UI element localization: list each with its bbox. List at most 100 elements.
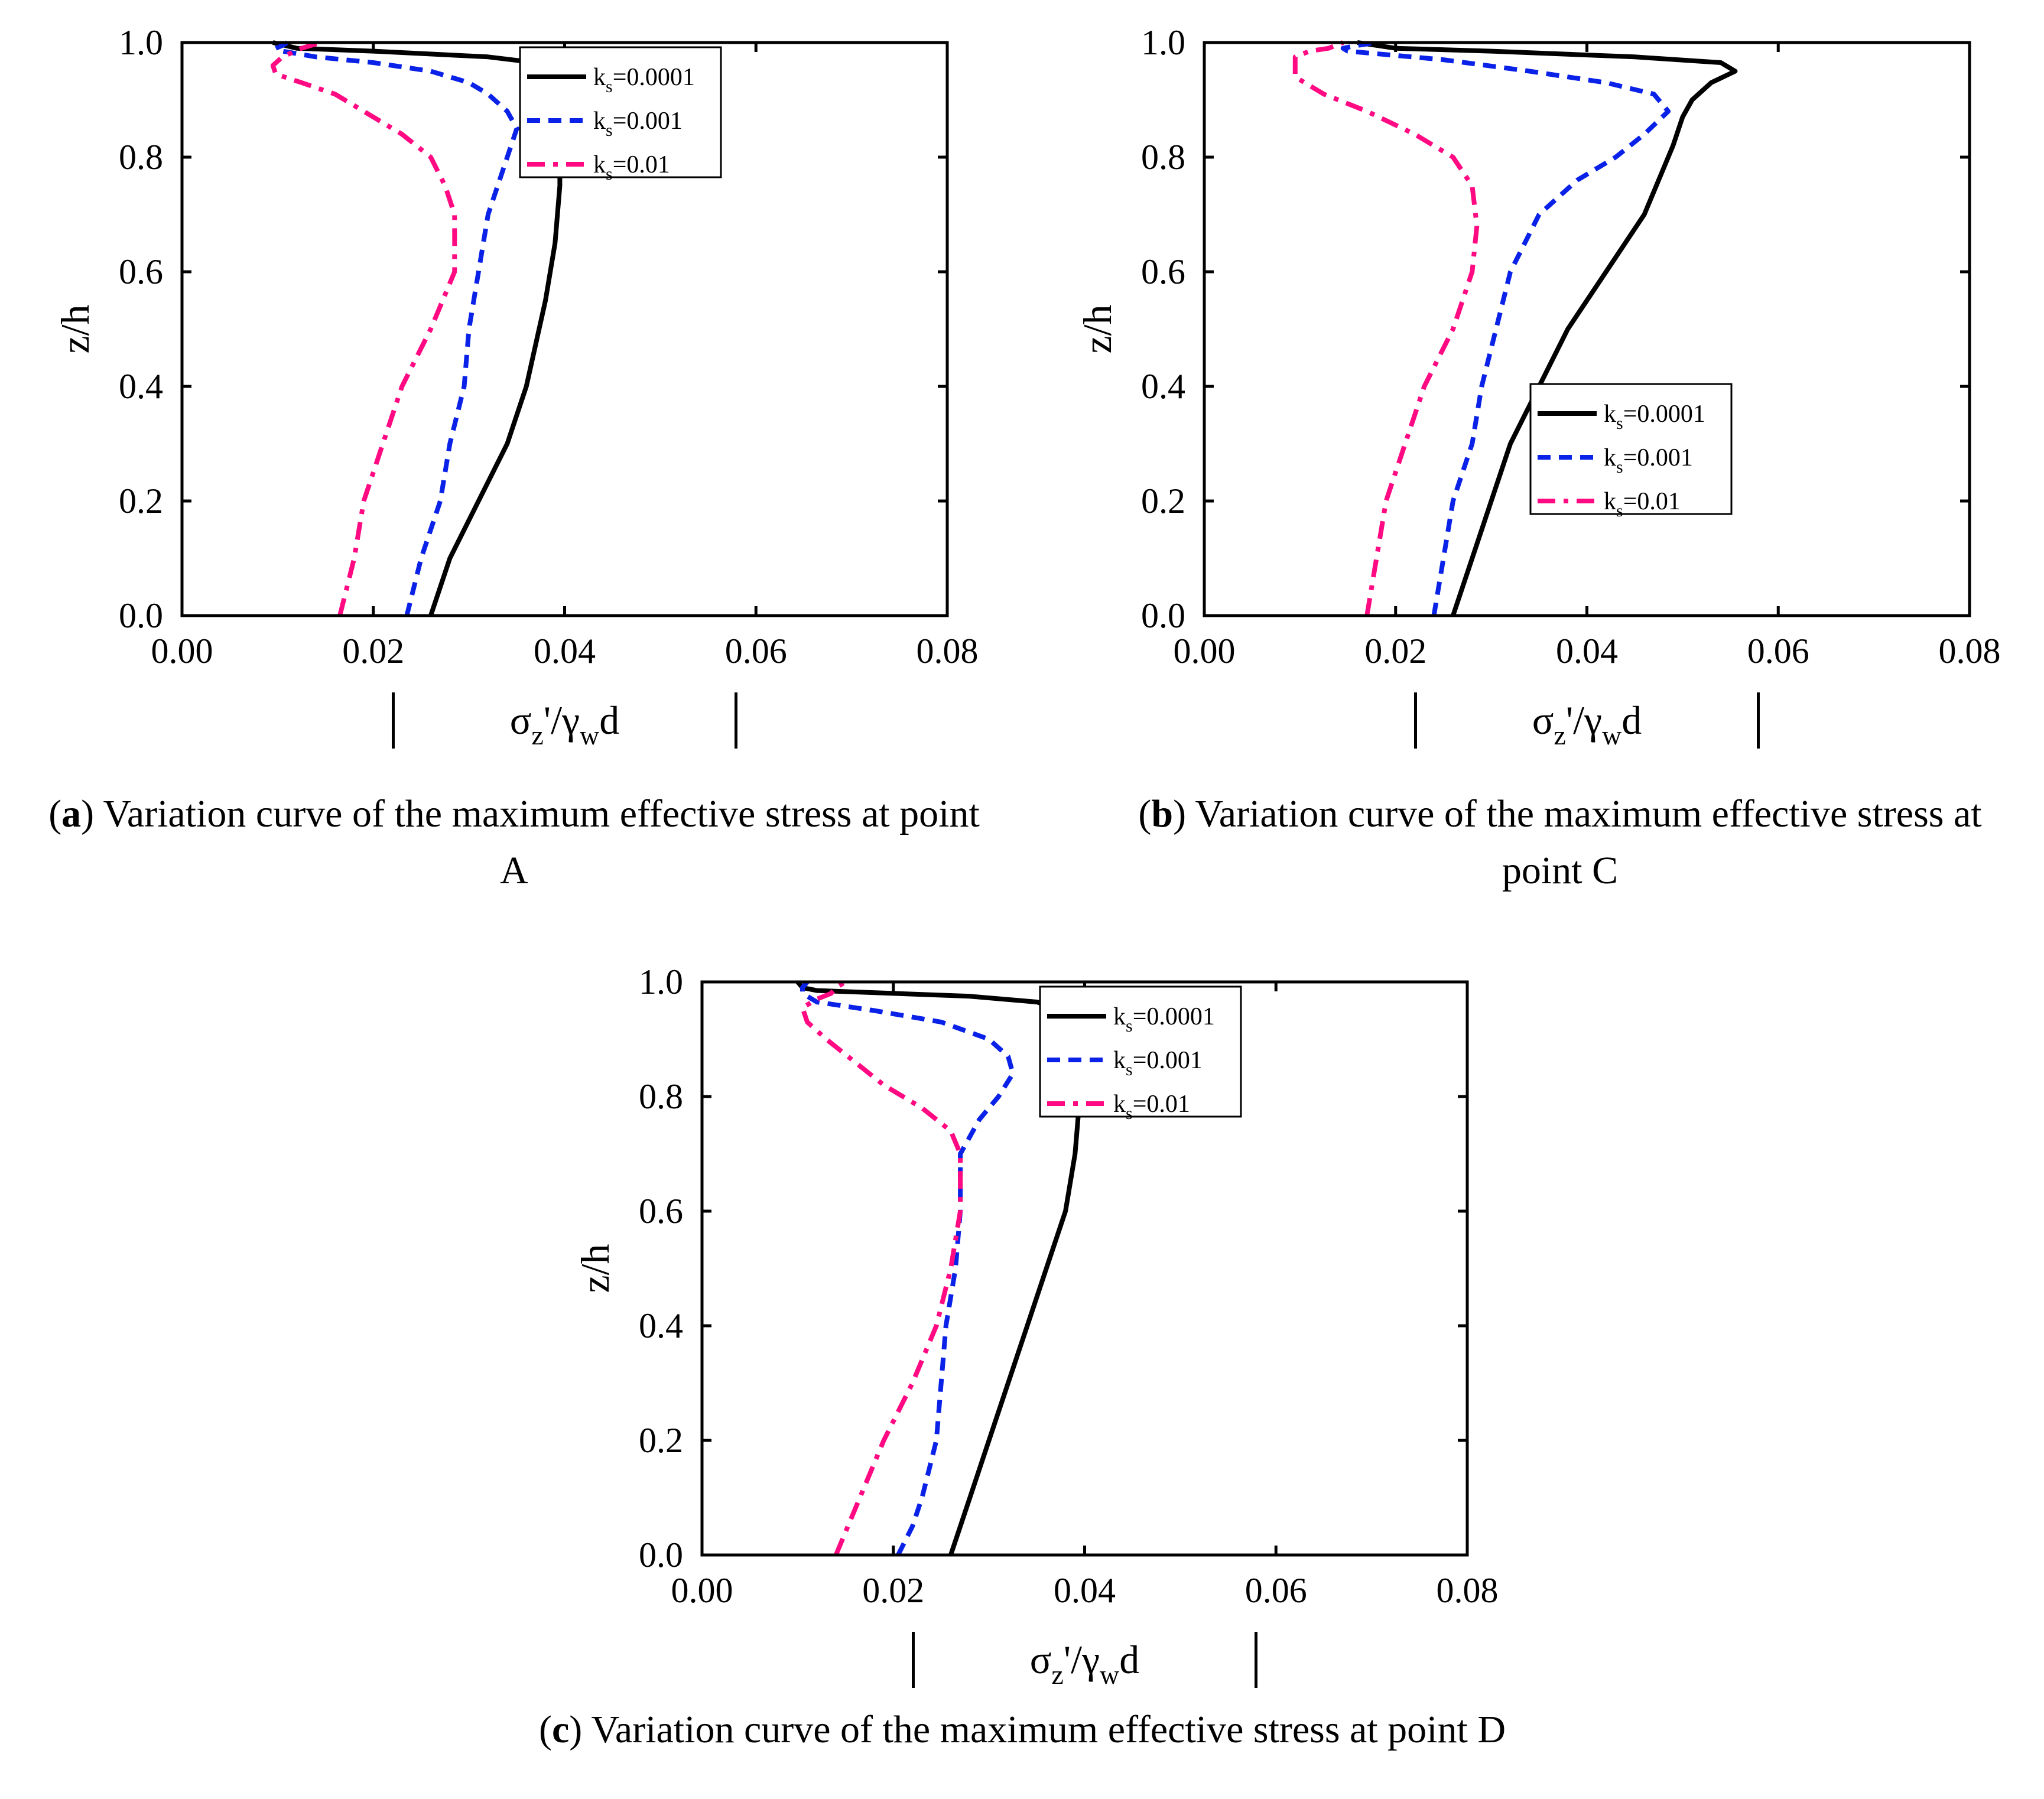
series-line-1 [795,980,1083,1555]
x-tick-label: 0.06 [1245,1571,1307,1610]
legend-value: =0.01 [613,151,670,178]
plot-frame [1203,41,1971,617]
x-tick-label: 0.02 [1364,632,1426,671]
series-line-3 [270,40,457,616]
y-tick-label: 1.0 [119,23,163,62]
legend-subscript: s [606,121,613,140]
y-axis-label: z/h [573,1244,618,1293]
x-tick-label: 0.04 [1054,1571,1116,1610]
y-axis-label: z/h [1075,304,1120,353]
legend-k: k [593,151,606,178]
y-tick-label: 0.2 [1141,482,1185,520]
legend-box [519,46,722,178]
x-label-subscript: w [580,720,600,750]
y-tick-label: 0.4 [639,1306,683,1345]
legend-k: k [1604,488,1616,515]
y-tick-label: 0.6 [119,252,163,291]
y-tick-label: 0.0 [119,596,163,635]
x-label-part: d [1119,1637,1139,1682]
legend-value: =0.001 [1623,444,1693,471]
x-label-part: '/γ [1064,1637,1100,1682]
series-line-3 [800,980,963,1555]
legend-subscript: s [1126,1060,1133,1079]
x-tick-label: 0.08 [917,632,979,671]
legend-label-2: ks=0.001 [1113,1047,1203,1079]
x-axis-label: σz'/γwd [1532,698,1642,750]
x-label-subscript: w [1100,1660,1120,1690]
y-tick-label: 0.6 [1141,252,1185,291]
chart-panel-b: 0.00 0.02 0.04 0.06 0.08 0.0 0.2 0.4 0.6 0.8 1.0 z/… [1075,23,2001,750]
legend-subscript: s [1126,1104,1133,1123]
x-axis-label: σz'/γwd [1030,1637,1140,1690]
series-line-1 [1357,40,1738,616]
legend-label-1: ks=0.0001 [1113,1003,1215,1036]
legend-value: =0.001 [613,108,683,135]
y-tick-label: 0.8 [639,1077,683,1116]
x-tick-label: 0.04 [534,632,596,671]
y-tick-label: 1.0 [639,962,683,1001]
legend-label-1: ks=0.0001 [593,64,695,96]
series-line-3 [1292,40,1480,616]
legend-k: k [1113,1047,1126,1074]
y-tick-label: 0.4 [1141,367,1185,406]
caption-b: (b) Variation curve of the maximum effec… [1138,792,1982,892]
legend-k: k [593,108,606,135]
legend-subscript: s [606,77,613,96]
y-tick-label: 0.4 [119,367,163,406]
legend-label-3: ks=0.01 [593,151,670,184]
y-tick-label: 0.0 [1141,596,1185,635]
series-line-2 [273,40,519,616]
caption-a: (a) Variation curve of the maximum effec… [48,792,980,892]
x-label-part: σ [1532,698,1554,743]
x-tick-label: 0.08 [1437,1571,1499,1610]
caption-c: (c) Variation curve of the maximum effec… [538,1708,1506,1751]
y-tick-label: 0.2 [119,482,163,520]
x-label-subscript: z [1051,1660,1063,1690]
legend-label-2: ks=0.001 [1604,444,1693,477]
legend-k: k [1604,444,1616,471]
series-line-2 [800,980,1016,1555]
x-tick-label: 0.06 [1747,632,1809,671]
x-label-part: d [599,698,619,743]
legend-box [1039,985,1242,1118]
y-axis-label: z/h [53,304,98,353]
legend-label-3: ks=0.01 [1604,488,1681,520]
legend-value: =0.001 [1133,1047,1203,1074]
x-tick-label: 0.06 [725,632,787,671]
legend-k: k [1604,401,1616,428]
y-tick-label: 1.0 [1141,23,1185,62]
x-tick-label: 0.00 [671,1571,733,1610]
series-line-2 [1340,40,1671,616]
legend-k: k [1113,1003,1126,1030]
legend-value: =0.0001 [1133,1003,1215,1030]
x-tick-label: 0.00 [1174,632,1236,671]
legend-value: =0.0001 [613,64,695,91]
x-tick-label: 0.00 [151,632,213,671]
y-tick-label: 0.8 [1141,138,1185,177]
legend-value: =0.01 [1133,1091,1190,1118]
x-tick-label: 0.04 [1556,632,1618,671]
y-tick-label: 0.0 [639,1536,683,1574]
x-label-part: σ [1030,1637,1052,1682]
legend-subscript: s [1616,414,1623,433]
x-tick-label: 0.02 [862,1571,924,1610]
legend-box [1529,383,1733,515]
x-tick-label: 0.02 [342,632,404,671]
chart-panel-c: 0.00 0.02 0.04 0.06 0.08 0.0 0.2 0.4 0.6 0.8 1.0 z/… [573,962,1499,1690]
legend-subscript: s [1616,501,1623,520]
legend-subscript: s [606,164,613,184]
legend-k: k [593,64,606,91]
x-label-part: '/γ [1566,698,1602,743]
legend-label-3: ks=0.01 [1113,1091,1190,1123]
y-tick-label: 0.2 [639,1421,683,1460]
x-axis-label: σz'/γwd [510,698,620,750]
legend-label-1: ks=0.0001 [1604,401,1705,433]
legend-value: =0.0001 [1623,401,1705,428]
x-label-subscript: w [1602,720,1622,750]
x-label-part: d [1621,698,1642,743]
y-tick-label: 0.6 [639,1192,683,1231]
legend-k: k [1113,1091,1126,1118]
